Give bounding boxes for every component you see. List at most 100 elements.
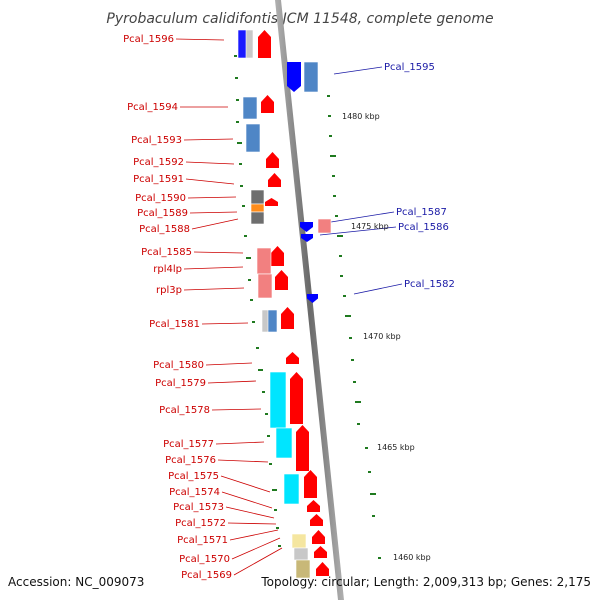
cog-gene-box bbox=[269, 371, 287, 429]
forward-gene bbox=[261, 95, 274, 113]
gene-label: Pcal_1578 bbox=[159, 405, 210, 416]
cog-gene-box bbox=[267, 309, 278, 333]
leader-line bbox=[227, 522, 277, 525]
gene-label: Pcal_1582 bbox=[404, 279, 455, 290]
gene-label: Pcal_1581 bbox=[149, 319, 200, 330]
forward-gene bbox=[290, 372, 303, 424]
cog-gene-box bbox=[291, 533, 307, 549]
leader-line bbox=[220, 475, 271, 493]
cog-gene-box bbox=[250, 203, 265, 213]
cog-gene-box bbox=[245, 29, 254, 59]
cog-gene-box bbox=[293, 547, 309, 561]
forward-gene bbox=[310, 514, 323, 526]
gene-label: Pcal_1574 bbox=[169, 487, 220, 498]
gene-label: Pcal_1580 bbox=[153, 360, 204, 371]
forward-gene bbox=[265, 198, 278, 206]
forward-gene bbox=[258, 30, 271, 58]
forward-gene bbox=[275, 270, 288, 290]
reverse-gene bbox=[287, 62, 301, 92]
ticks-layer bbox=[234, 55, 381, 559]
leader-line bbox=[175, 38, 225, 41]
leader-line bbox=[333, 66, 383, 75]
leader-line bbox=[183, 138, 234, 141]
scale-label: 1465 kbp bbox=[377, 443, 415, 452]
gene-label: Pcal_1575 bbox=[168, 471, 219, 482]
cog-gene-box bbox=[283, 473, 300, 505]
gene-label: Pcal_1586 bbox=[398, 222, 449, 233]
gene-label: Pcal_1579 bbox=[155, 378, 206, 389]
gene-label: Pcal_1595 bbox=[384, 62, 435, 73]
leader-line bbox=[189, 211, 238, 214]
gene-label: Pcal_1571 bbox=[177, 535, 228, 546]
forward-gene bbox=[286, 352, 299, 364]
leader-lines-layer bbox=[175, 38, 403, 576]
gene-label: Pcal_1570 bbox=[179, 554, 230, 565]
gene-label: Pcal_1591 bbox=[133, 174, 184, 185]
labels-layer: 1480 kbp 1475 kbp 1470 kbp 1465 kbp 1460 kbp… bbox=[123, 34, 455, 581]
forward-gene bbox=[266, 152, 279, 168]
gene-label: Pcal_1585 bbox=[141, 247, 192, 258]
cog-gene-box bbox=[250, 189, 265, 205]
cog-gene-box bbox=[295, 559, 311, 579]
scale-label: 1475 kbp bbox=[351, 222, 389, 231]
gene-label: Pcal_1576 bbox=[165, 455, 216, 466]
leader-line bbox=[187, 196, 237, 199]
gene-label: Pcal_1596 bbox=[123, 34, 174, 45]
forward-gene bbox=[316, 562, 329, 576]
forward-gene bbox=[312, 530, 325, 544]
forward-gene bbox=[304, 470, 317, 498]
gene-label: Pcal_1572 bbox=[175, 518, 226, 529]
forward-gene bbox=[281, 307, 294, 329]
forward-gene bbox=[268, 173, 281, 187]
scale-label: 1460 kbp bbox=[393, 553, 431, 562]
leader-line bbox=[211, 408, 262, 411]
gene-label: rpl3p bbox=[156, 285, 182, 296]
reverse-gene bbox=[307, 294, 318, 303]
reverse-gene bbox=[301, 234, 313, 242]
leader-line bbox=[185, 178, 235, 185]
leader-line bbox=[319, 226, 397, 236]
forward-gene bbox=[307, 500, 320, 512]
leader-line bbox=[183, 266, 244, 270]
gene-label: Pcal_1588 bbox=[139, 224, 190, 235]
gene-label: Pcal_1569 bbox=[181, 570, 232, 581]
cog-gene-box bbox=[317, 218, 332, 234]
leader-line bbox=[233, 547, 283, 576]
leader-line bbox=[217, 459, 269, 463]
leader-line bbox=[215, 441, 265, 445]
gene-label: rpl4lp bbox=[153, 264, 182, 275]
cog-gene-box bbox=[256, 247, 272, 275]
scale-label: 1470 kbp bbox=[363, 332, 401, 341]
gene-label: Pcal_1590 bbox=[135, 193, 186, 204]
leader-line bbox=[191, 218, 239, 230]
gene-label: Pcal_1594 bbox=[127, 102, 178, 113]
forward-gene bbox=[296, 425, 309, 471]
leader-line bbox=[205, 362, 253, 366]
cog-gene-box bbox=[250, 211, 265, 225]
reverse-gene bbox=[300, 222, 313, 232]
leader-line bbox=[221, 491, 273, 509]
leader-line bbox=[207, 380, 257, 384]
cog-gene-box bbox=[303, 61, 319, 93]
cog-gene-box bbox=[275, 427, 293, 459]
leader-line bbox=[185, 161, 235, 165]
leader-line bbox=[353, 283, 403, 295]
leader-line bbox=[330, 211, 395, 223]
scale-label: 1480 kbp bbox=[342, 112, 380, 121]
forward-gene bbox=[314, 546, 327, 558]
leader-line bbox=[193, 251, 244, 254]
leader-line bbox=[201, 322, 249, 325]
leader-line bbox=[229, 529, 279, 541]
cog-gene-box bbox=[245, 123, 261, 153]
accession-text: Accession: NC_009073 bbox=[8, 575, 144, 589]
gene-label: Pcal_1587 bbox=[396, 207, 447, 218]
features-layer bbox=[237, 29, 332, 579]
leader-line bbox=[225, 506, 275, 519]
gene-label: Pcal_1577 bbox=[163, 439, 214, 450]
cog-gene-box bbox=[257, 273, 273, 299]
gene-label: Pcal_1573 bbox=[173, 502, 224, 513]
genome-summary-text: Topology: circular; Length: 2,009,313 bp… bbox=[260, 575, 591, 589]
map-title: Pyrobaculum calidifontis JCM 11548, comp… bbox=[106, 11, 493, 27]
gene-label: Pcal_1593 bbox=[131, 135, 182, 146]
